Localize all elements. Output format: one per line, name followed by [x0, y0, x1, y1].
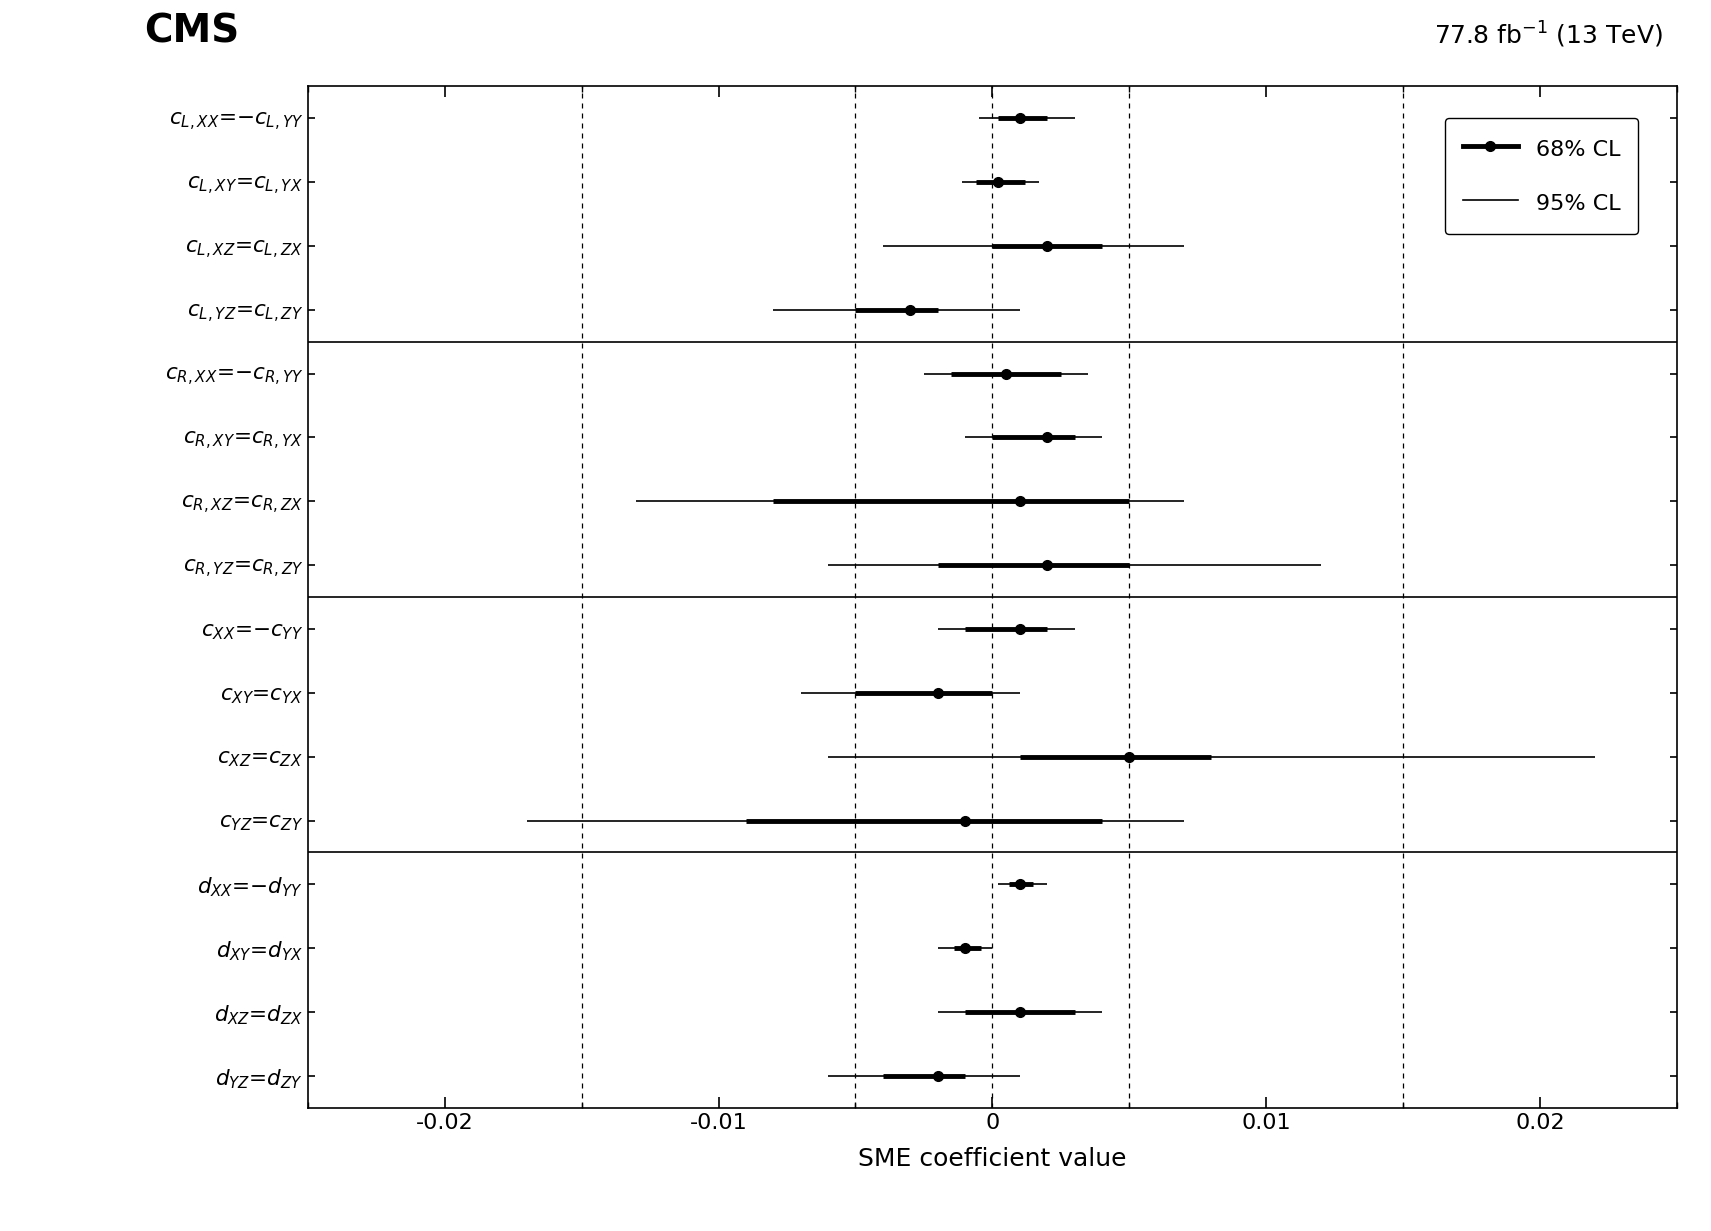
Text: 77.8 fb$^{-1}$ (13 TeV): 77.8 fb$^{-1}$ (13 TeV): [1434, 20, 1663, 50]
Text: CMS: CMS: [144, 12, 240, 50]
X-axis label: SME coefficient value: SME coefficient value: [859, 1146, 1126, 1171]
Legend: 68% CL, 95% CL: 68% CL, 95% CL: [1444, 118, 1639, 234]
